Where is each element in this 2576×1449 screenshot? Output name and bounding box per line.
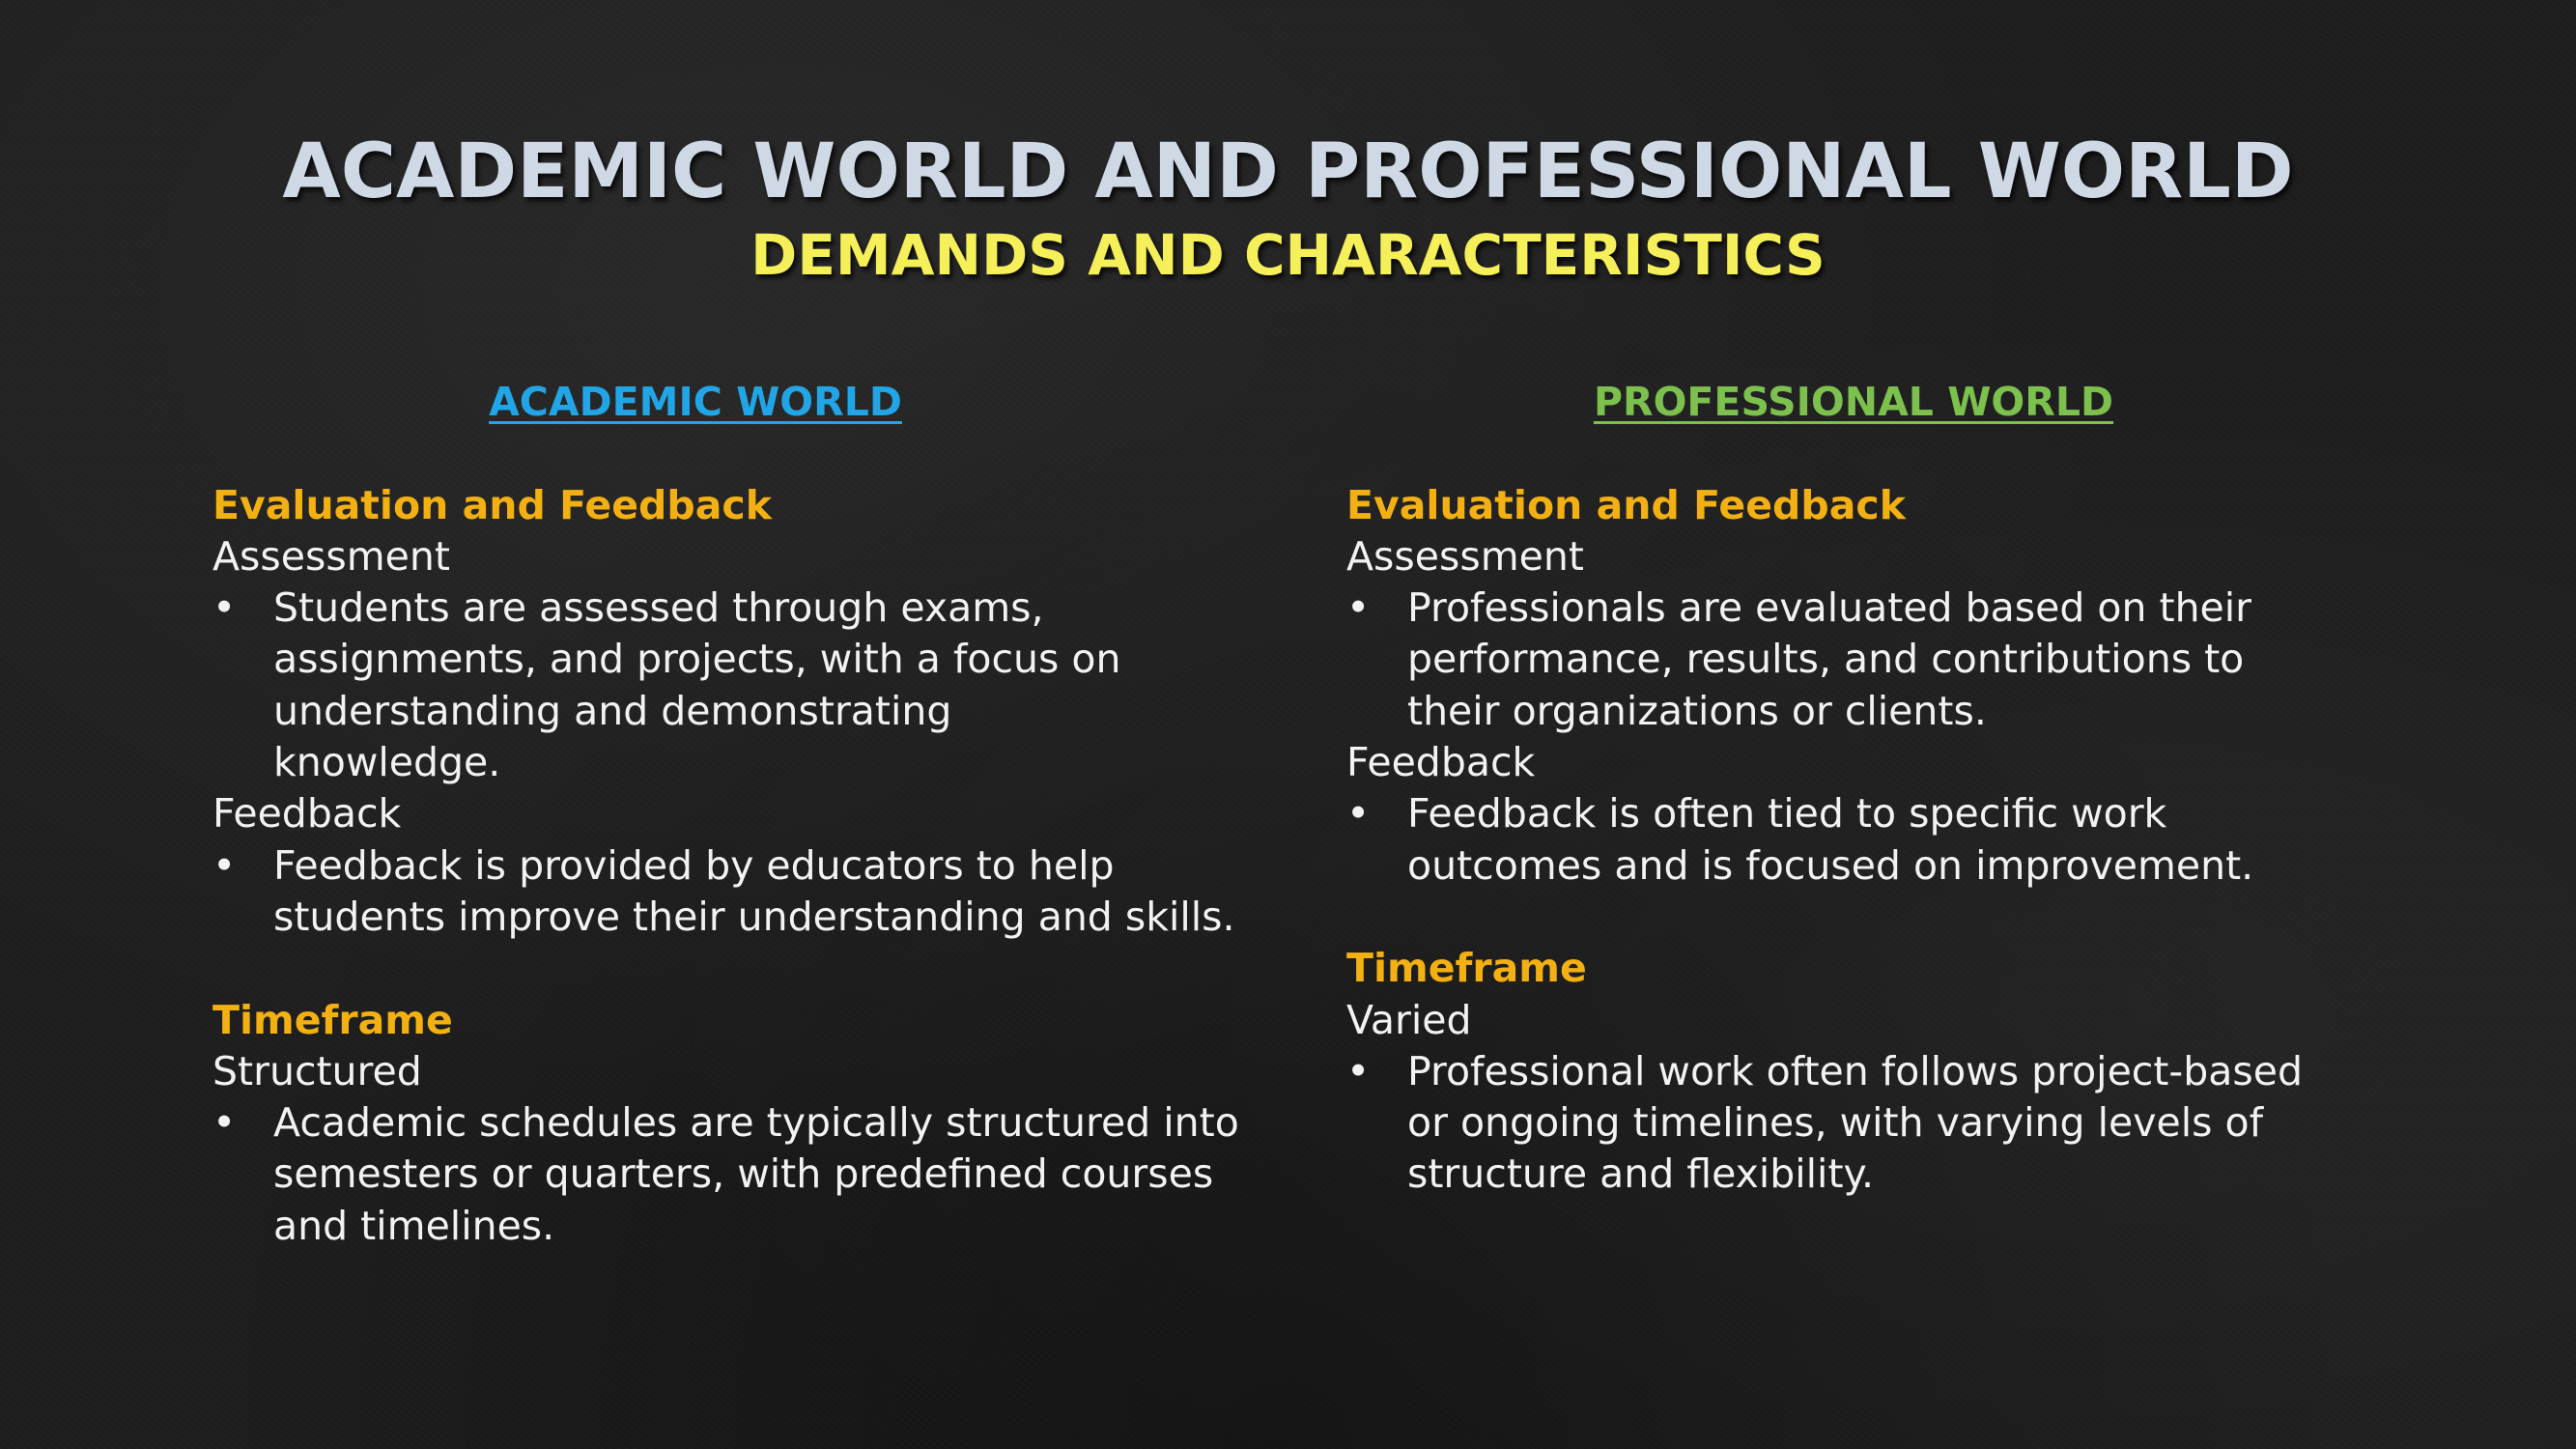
academic-assessment-text: Students are assessed through exams, ass…	[273, 584, 1121, 786]
bullet-icon: •	[212, 841, 237, 889]
bullet-icon: •	[1346, 790, 1371, 838]
bullet-icon: •	[212, 584, 237, 632]
academic-assessment-bullet: • Students are assessed through exams, a…	[212, 582, 1178, 788]
spacer	[212, 943, 1178, 994]
professional-timeframe-bullet: • Professional work often follows projec…	[1346, 1046, 2341, 1201]
bullet-icon: •	[1346, 1047, 1371, 1094]
academic-heading: ACADEMIC WORLD	[489, 379, 902, 425]
academic-timeframe-title: Timeframe	[212, 996, 453, 1043]
academic-timeframe-label: Structured	[212, 1047, 422, 1094]
slide-subtitle: DEMANDS AND CHARACTERISTICS	[750, 222, 1826, 288]
slide-title: ACADEMIC WORLD AND PROFESSIONAL WORLD	[282, 128, 2294, 215]
academic-timeframe-text: Academic schedules are typically structu…	[273, 1099, 1239, 1249]
professional-column: PROFESSIONAL WORLD Evaluation and Feedba…	[1346, 377, 2341, 1201]
professional-evaluation-title: Evaluation and Feedback	[1346, 481, 1906, 528]
professional-assessment-text: Professionals are evaluated based on the…	[1407, 584, 2252, 734]
professional-timeframe-label: Varied	[1346, 996, 1472, 1043]
professional-timeframe-text: Professional work often follows project-…	[1407, 1047, 2303, 1198]
professional-assessment-bullet: • Professionals are evaluated based on t…	[1346, 582, 2341, 737]
bullet-icon: •	[212, 1099, 237, 1147]
spacer	[1346, 892, 2341, 943]
academic-feedback-bullet: • Feedback is provided by educators to h…	[212, 840, 1239, 944]
academic-column: ACADEMIC WORLD Evaluation and Feedback A…	[212, 377, 1239, 1252]
professional-timeframe-title: Timeframe	[1346, 945, 1587, 992]
professional-heading: PROFESSIONAL WORLD	[1593, 379, 2114, 425]
spacer	[1346, 428, 2341, 479]
academic-evaluation-title: Evaluation and Feedback	[212, 481, 772, 528]
professional-feedback-text: Feedback is often tied to specific work …	[1407, 790, 2254, 889]
bullet-icon: •	[1346, 584, 1371, 632]
spacer	[212, 428, 1178, 479]
professional-feedback-label: Feedback	[1346, 739, 1536, 786]
academic-feedback-label: Feedback	[212, 790, 402, 838]
professional-feedback-bullet: • Feedback is often tied to specific wor…	[1346, 788, 2341, 892]
academic-feedback-text: Feedback is provided by educators to hel…	[273, 841, 1235, 940]
academic-timeframe-bullet: • Academic schedules are typically struc…	[212, 1097, 1239, 1252]
academic-assessment-label: Assessment	[212, 532, 450, 580]
professional-assessment-label: Assessment	[1346, 532, 1584, 580]
